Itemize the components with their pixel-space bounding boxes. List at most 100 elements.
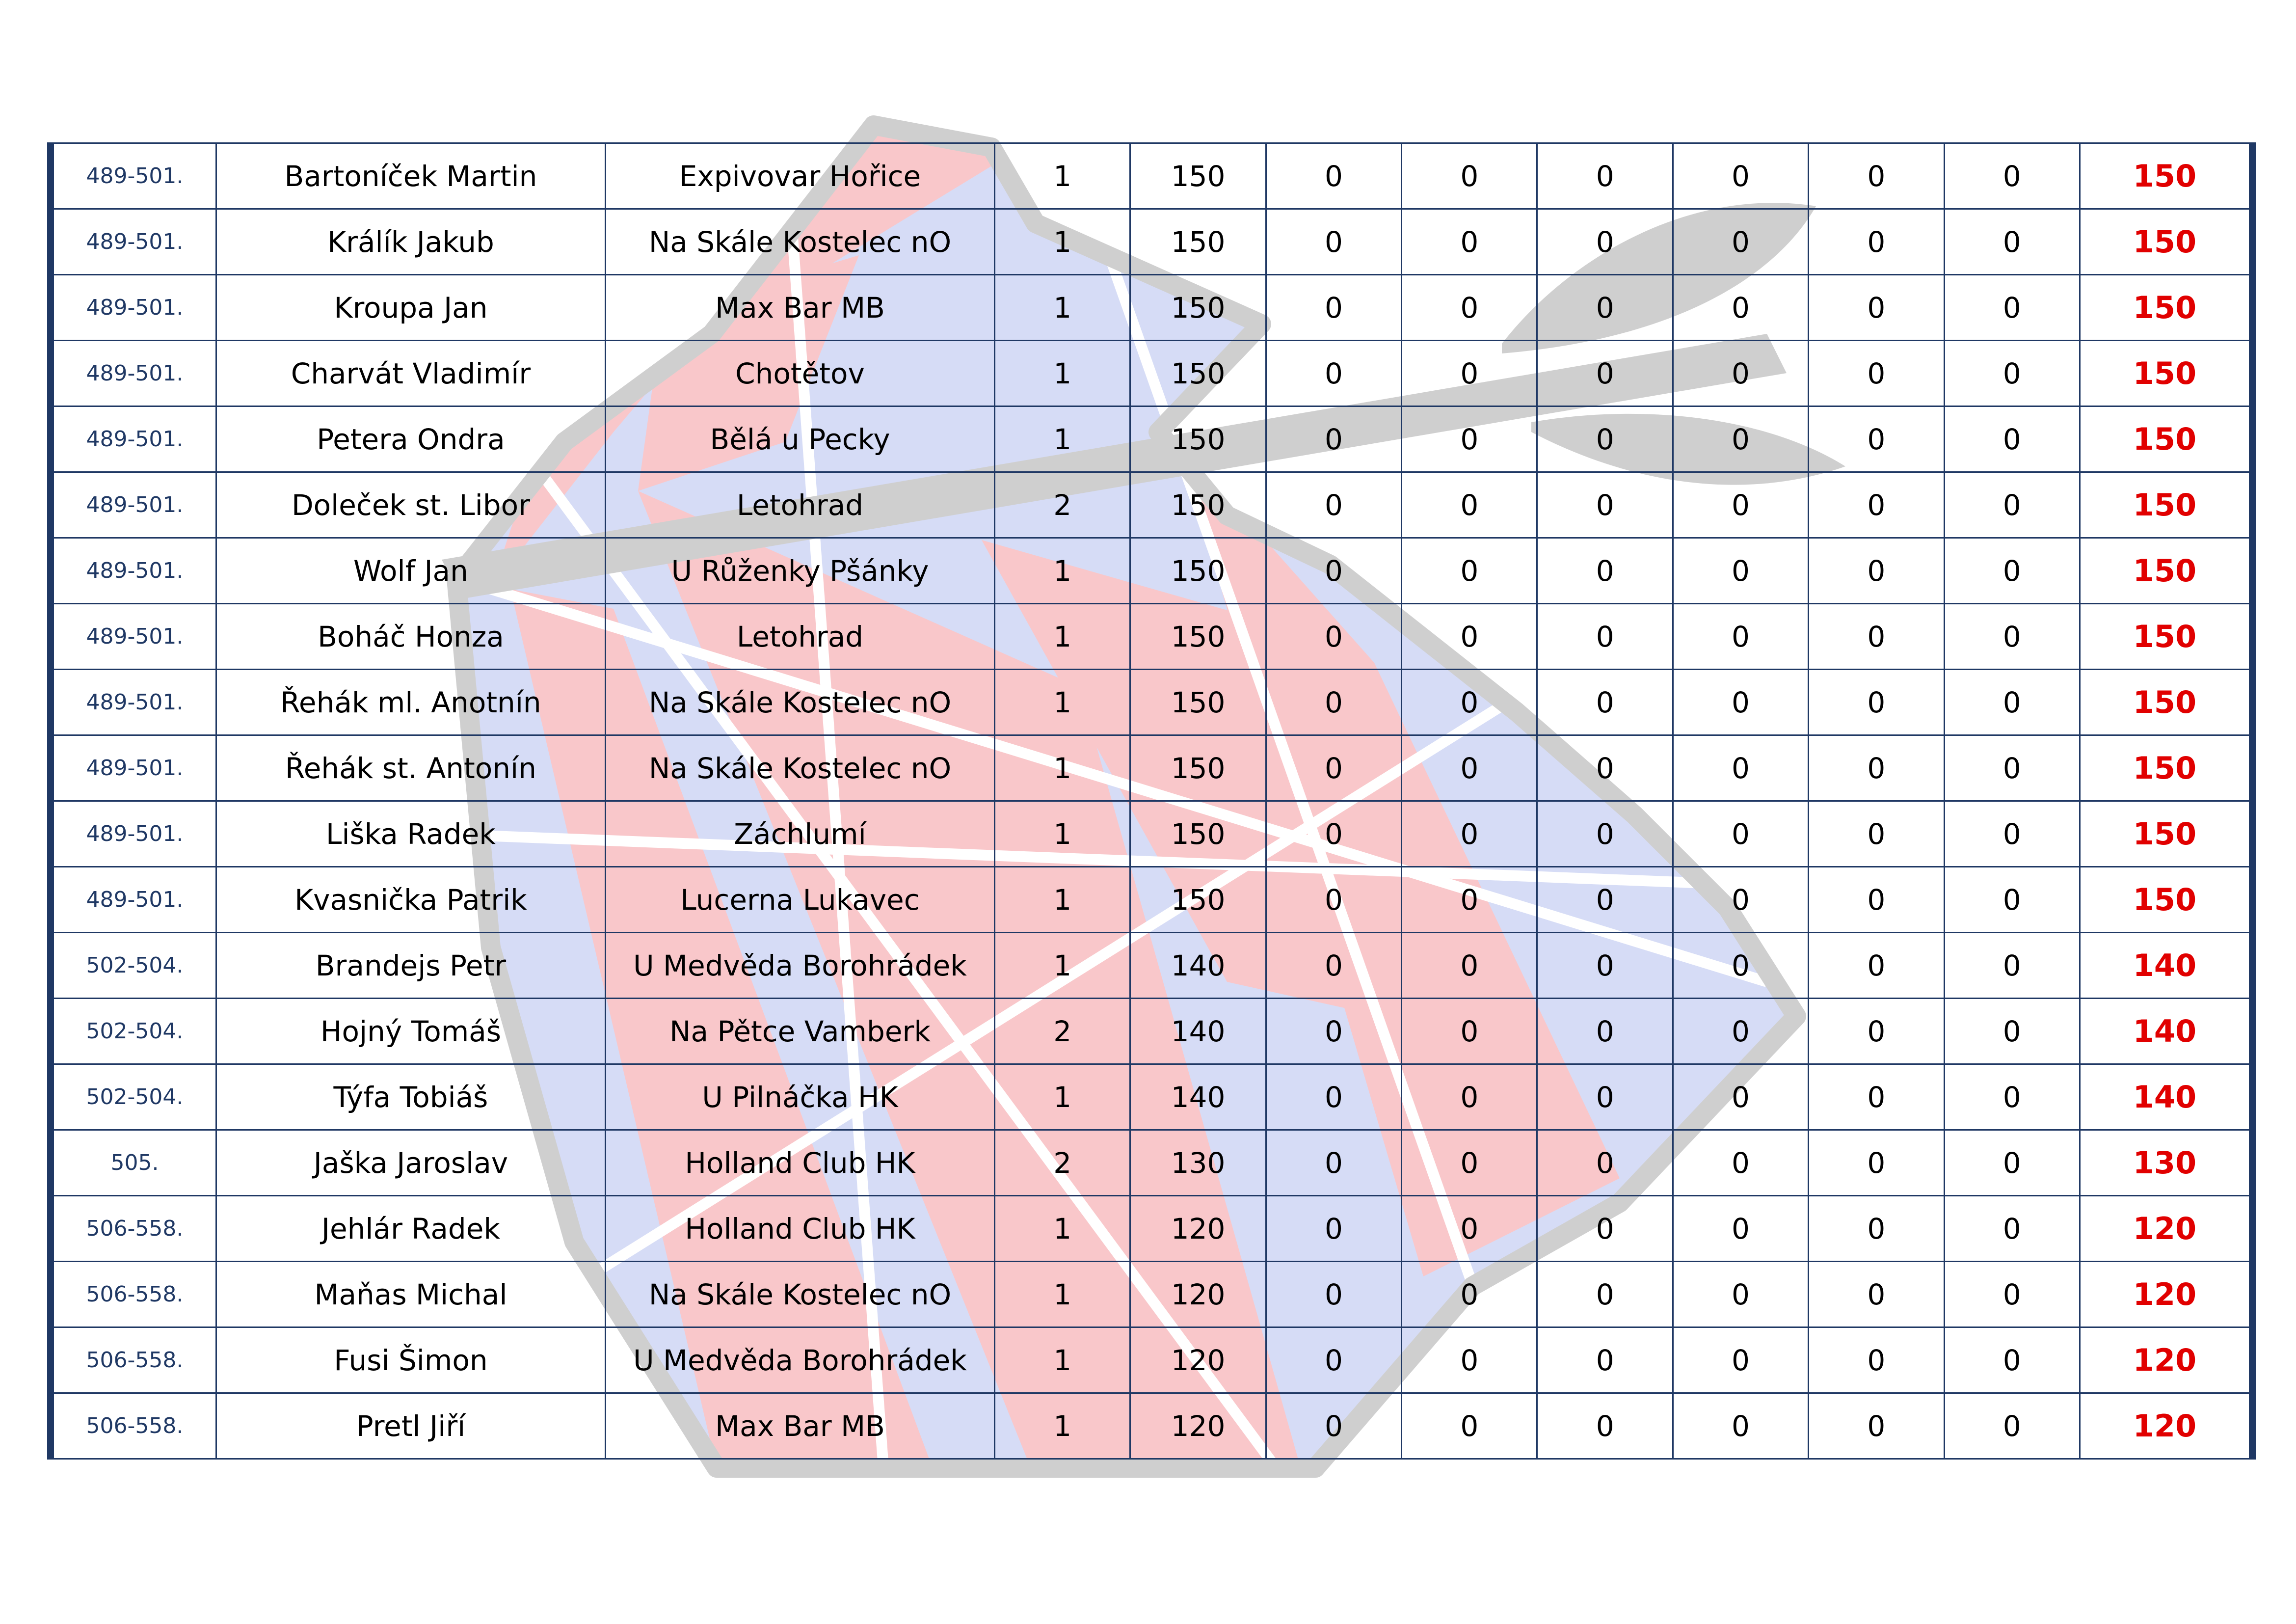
total-cell: 150 [2079,669,2253,736]
round-1-cell: 0 [1265,1261,1403,1328]
round-2-cell: 0 [1401,537,1538,604]
player-name-cell: Bartoníček Martin [215,142,606,210]
round-3-cell: 0 [1536,1261,1674,1328]
points-cell: 120 [1129,1392,1267,1460]
points-cell: 150 [1129,669,1267,736]
total-cell: 140 [2079,998,2253,1065]
round-6-cell: 0 [1943,998,2081,1065]
total-cell: 120 [2079,1261,2253,1328]
rank-cell: 489-501. [50,471,217,539]
points-cell: 150 [1129,406,1267,473]
round-6-cell: 0 [1943,1261,2081,1328]
events-cell: 1 [994,800,1131,867]
player-name-cell: Kvasnička Patrik [215,866,606,933]
round-1-cell: 0 [1265,866,1403,933]
round-5-cell: 0 [1808,1392,1945,1460]
table-row: 489-501. Řehák ml. Anotnín Na Skále Kostel… [50,669,2253,736]
round-5-cell: 0 [1808,1195,1945,1262]
total-cell: 150 [2079,406,2253,473]
rank-cell: 489-501. [50,340,217,407]
round-4-cell: 0 [1672,340,1810,407]
round-2-cell: 0 [1401,1392,1538,1460]
round-3-cell: 0 [1536,537,1674,604]
club-cell: U Růženky Pšánky [604,537,996,604]
total-cell: 140 [2079,1063,2253,1131]
points-cell: 150 [1129,800,1267,867]
round-6-cell: 0 [1943,208,2081,275]
round-6-cell: 0 [1943,1195,2081,1262]
club-cell: Holland Club HK [604,1129,996,1196]
round-4-cell: 0 [1672,274,1810,341]
round-3-cell: 0 [1536,471,1674,539]
round-5-cell: 0 [1808,603,1945,670]
round-5-cell: 0 [1808,1326,1945,1394]
total-cell: 150 [2079,734,2253,802]
round-6-cell: 0 [1943,537,2081,604]
round-2-cell: 0 [1401,669,1538,736]
round-3-cell: 0 [1536,1392,1674,1460]
round-5-cell: 0 [1808,800,1945,867]
round-4-cell: 0 [1672,800,1810,867]
round-3-cell: 0 [1536,932,1674,999]
points-cell: 150 [1129,340,1267,407]
events-cell: 1 [994,1326,1131,1394]
club-cell: Max Bar MB [604,274,996,341]
round-5-cell: 0 [1808,471,1945,539]
club-cell: Max Bar MB [604,1392,996,1460]
club-cell: U Medvěda Borohrádek [604,1326,996,1394]
round-6-cell: 0 [1943,406,2081,473]
rank-cell: 489-501. [50,274,217,341]
club-cell: Na Skále Kostelec nO [604,208,996,275]
round-6-cell: 0 [1943,932,2081,999]
points-cell: 150 [1129,208,1267,275]
round-3-cell: 0 [1536,340,1674,407]
round-3-cell: 0 [1536,142,1674,210]
player-name-cell: Doleček st. Libor [215,471,606,539]
events-cell: 1 [994,603,1131,670]
rank-cell: 489-501. [50,603,217,670]
events-cell: 1 [994,1392,1131,1460]
points-cell: 120 [1129,1195,1267,1262]
player-name-cell: Řehák ml. Anotnín [215,669,606,736]
table-row: 506-558. Maňas Michal Na Skále Kostelec nO… [50,1261,2253,1328]
events-cell: 2 [994,1129,1131,1196]
player-name-cell: Petera Ondra [215,406,606,473]
round-5-cell: 0 [1808,998,1945,1065]
round-3-cell: 0 [1536,1195,1674,1262]
rank-cell: 506-558. [50,1392,217,1460]
total-cell: 150 [2079,340,2253,407]
table-row: 506-558. Jehlár Radek Holland Club HK 1 120 0… [50,1195,2253,1262]
round-2-cell: 0 [1401,1326,1538,1394]
table-row: 489-501. Petera Ondra Bělá u Pecky 1 150 0 0 0 0… [50,406,2253,473]
points-cell: 130 [1129,1129,1267,1196]
rank-cell: 489-501. [50,142,217,210]
table-row: 489-501. Charvát Vladimír Chotětov 1 150 0 0 0 0… [50,340,2253,407]
round-6-cell: 0 [1943,1392,2081,1460]
total-cell: 150 [2079,800,2253,867]
round-6-cell: 0 [1943,340,2081,407]
round-2-cell: 0 [1401,1129,1538,1196]
player-name-cell: Jaška Jaroslav [215,1129,606,1196]
round-1-cell: 0 [1265,734,1403,802]
total-cell: 150 [2079,208,2253,275]
events-cell: 1 [994,406,1131,473]
round-6-cell: 0 [1943,1129,2081,1196]
points-cell: 140 [1129,932,1267,999]
rank-cell: 489-501. [50,406,217,473]
player-name-cell: Týfa Tobiáš [215,1063,606,1131]
club-cell: Holland Club HK [604,1195,996,1262]
club-cell: U Pilnáčka HK [604,1063,996,1131]
round-5-cell: 0 [1808,1129,1945,1196]
rank-cell: 489-501. [50,537,217,604]
table-row: 489-501. Liška Radek Záchlumí 1 150 0 0 0 0 0 0 150 [50,800,2253,867]
points-cell: 150 [1129,471,1267,539]
round-4-cell: 0 [1672,142,1810,210]
events-cell: 1 [994,1261,1131,1328]
round-3-cell: 0 [1536,866,1674,933]
round-4-cell: 0 [1672,669,1810,736]
round-1-cell: 0 [1265,669,1403,736]
round-6-cell: 0 [1943,1063,2081,1131]
table-row: 502-504. Brandejs Petr U Medvěda Borohráde… [50,932,2253,999]
table-row: 502-504. Týfa Tobiáš U Pilnáčka HK 1 140 0 0 0 0… [50,1063,2253,1131]
player-name-cell: Hojný Tomáš [215,998,606,1065]
